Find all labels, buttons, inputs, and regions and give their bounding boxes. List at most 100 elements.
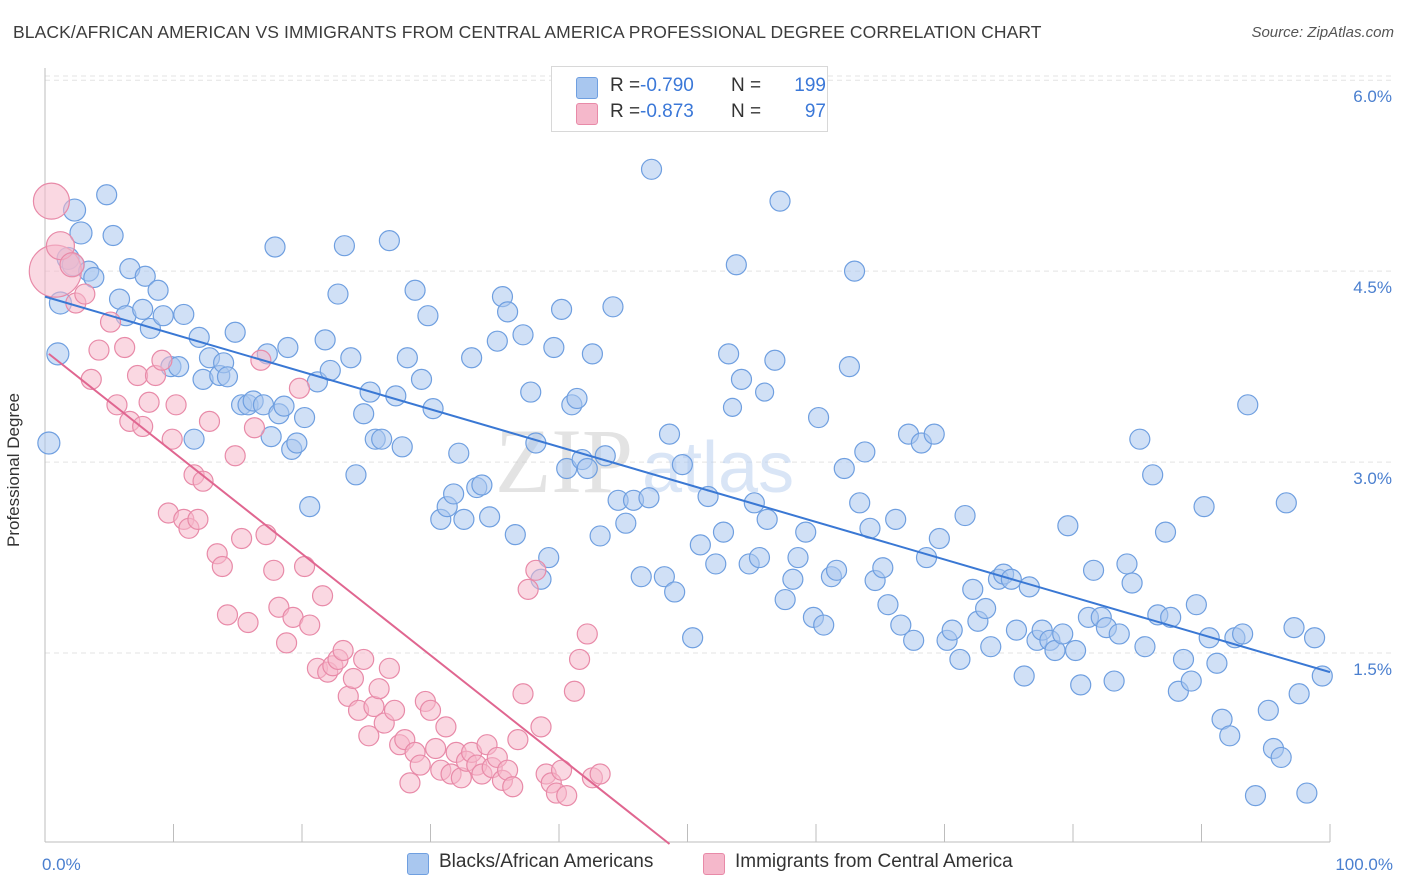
point-blacks — [885, 508, 907, 530]
point-immigrants — [293, 555, 316, 578]
legend-swatch-blue — [576, 77, 598, 99]
point-immigrants — [332, 639, 354, 662]
point-blacks — [1270, 746, 1292, 769]
point-immigrants — [563, 680, 586, 702]
point-blacks — [787, 546, 809, 569]
point-blacks — [453, 508, 475, 530]
point-blacks — [1142, 464, 1164, 486]
point-blacks — [566, 387, 588, 410]
chart-title: BLACK/AFRICAN AMERICAN VS IMMIGRANTS FRO… — [13, 22, 1042, 42]
y-axis-label: Professional Degree — [4, 392, 23, 548]
point-immigrants — [556, 785, 578, 807]
point-immigrants — [59, 252, 85, 278]
point-immigrants — [383, 699, 406, 721]
trend-line-immigrants — [48, 353, 671, 845]
point-blacks — [1283, 616, 1305, 639]
point-blacks — [152, 305, 174, 327]
n-label: N = — [731, 75, 762, 96]
point-blacks — [504, 524, 526, 546]
point-blacks — [134, 265, 156, 287]
point-blacks — [396, 347, 418, 369]
point-immigrants — [507, 729, 529, 751]
point-blacks — [417, 305, 439, 327]
point-blacks — [630, 566, 652, 588]
point-blacks — [273, 395, 295, 417]
point-blacks — [774, 588, 796, 611]
point-blacks — [46, 342, 70, 366]
point-immigrants — [198, 410, 221, 432]
point-blacks — [1134, 636, 1156, 658]
point-immigrants — [525, 559, 547, 581]
point-blacks — [264, 236, 286, 258]
point-blacks — [962, 578, 984, 601]
point-blacks — [512, 324, 534, 346]
point-blacks — [664, 581, 686, 603]
point-blacks — [102, 224, 124, 247]
point-blacks — [941, 619, 963, 641]
point-immigrants — [568, 648, 591, 671]
point-immigrants — [378, 657, 400, 679]
legend-label-immigrants: Immigrants from Central America — [735, 851, 1013, 872]
point-immigrants — [358, 725, 380, 747]
point-blacks — [443, 483, 465, 505]
point-blacks — [638, 487, 660, 509]
point-immigrants — [255, 524, 277, 546]
r-label: R = — [610, 75, 641, 96]
point-immigrants — [32, 182, 71, 220]
point-immigrants — [425, 737, 447, 760]
point-blacks — [748, 546, 771, 569]
point-blacks — [843, 260, 866, 282]
point-blacks — [825, 559, 848, 581]
point-blacks — [1057, 515, 1079, 537]
point-immigrants — [187, 508, 209, 530]
point-blacks — [37, 431, 61, 455]
point-blacks — [1172, 648, 1195, 671]
point-immigrants — [192, 470, 214, 492]
point-blacks — [461, 347, 483, 369]
point-blacks — [682, 627, 704, 649]
point-blacks — [422, 398, 444, 420]
point-immigrants — [512, 683, 534, 705]
point-blacks — [849, 492, 871, 514]
point-blacks — [371, 428, 393, 450]
point-blacks — [589, 525, 611, 547]
point-immigrants — [517, 578, 539, 601]
point-immigrants — [435, 716, 457, 738]
point-immigrants — [151, 349, 173, 371]
point-blacks — [980, 636, 1002, 658]
point-blacks — [890, 614, 912, 636]
x-tick-labels: 0.0% 100.0% — [42, 855, 1393, 874]
point-immigrants — [589, 763, 611, 785]
point-blacks — [1160, 606, 1182, 629]
n-value: 97 — [804, 101, 826, 122]
point-immigrants — [409, 754, 431, 776]
point-blacks — [277, 336, 299, 359]
x-tick-label: 100.0% — [1335, 855, 1393, 874]
point-blacks — [872, 557, 894, 579]
point-immigrants — [530, 716, 552, 738]
point-blacks — [1244, 785, 1267, 807]
point-blacks — [1206, 652, 1228, 674]
point-blacks — [1082, 559, 1105, 581]
point-blacks — [96, 184, 118, 206]
point-blacks — [1296, 782, 1318, 804]
point-blacks — [479, 506, 501, 528]
point-blacks — [216, 366, 239, 388]
point-blacks — [333, 235, 356, 257]
point-blacks — [640, 158, 663, 180]
stats-legend: R = -0.790 N = 199 R = -0.873 N = 97 — [551, 66, 828, 132]
point-blacks — [923, 423, 945, 445]
point-blacks — [286, 432, 308, 454]
point-immigrants — [231, 527, 253, 550]
point-immigrants — [263, 559, 285, 581]
point-blacks — [1129, 428, 1151, 450]
point-blacks — [795, 521, 817, 543]
r-label: R = — [610, 101, 641, 122]
legend-swatch-pink — [576, 103, 598, 125]
point-blacks — [1108, 623, 1130, 645]
point-immigrants — [275, 632, 298, 654]
point-blacks — [353, 403, 375, 425]
point-blacks — [1064, 639, 1087, 662]
point-blacks — [314, 329, 336, 351]
